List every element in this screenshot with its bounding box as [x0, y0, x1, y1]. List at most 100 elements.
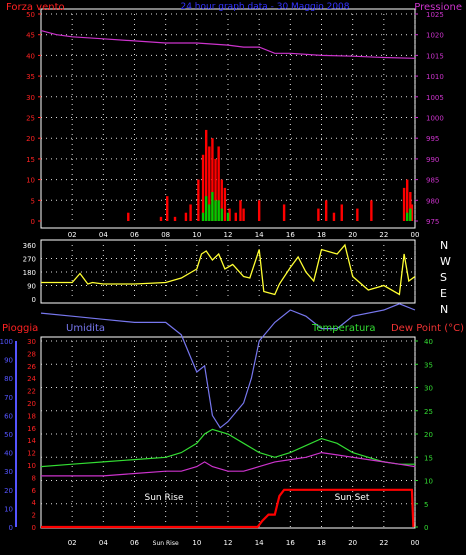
compass-e: E: [440, 287, 447, 300]
pressure-line: [40, 30, 416, 59]
x-tick-label-top: 18: [317, 231, 326, 239]
gust-bar: [409, 208, 412, 221]
x-tick-label-top: 16: [286, 231, 295, 239]
wind-tick-label: 5: [31, 197, 35, 205]
dewpoint-title: Dew Point (°C): [391, 323, 464, 334]
x-tick-label-top: 12: [224, 231, 233, 239]
x-tick-label-top: 22: [379, 231, 388, 239]
x-tick-label-top: 00: [411, 231, 420, 239]
direction-tick-label: 0: [32, 296, 36, 304]
rain-tick-label: 20: [4, 487, 13, 495]
gust-bar: [208, 204, 211, 221]
gust-bar: [204, 196, 208, 221]
temperature-tick-label: 35: [424, 361, 433, 369]
humidity-tick-label: 26: [27, 363, 36, 371]
rain-tick-label: 60: [4, 412, 13, 420]
pressure-tick-label: 1020: [426, 32, 444, 40]
x-tick-label-bottom: 06: [130, 539, 139, 547]
wind-tick-label: 25: [26, 115, 35, 123]
pressure-tick-label: 990: [426, 156, 439, 164]
wind-bar: [239, 200, 242, 221]
wind-tick-label: 40: [26, 52, 35, 60]
wind-bar: [201, 154, 205, 221]
x-tick-label-bottom: Sun Rise: [153, 540, 179, 547]
gust-bar: [226, 212, 230, 221]
x-tick-label-bottom: 00: [411, 539, 420, 547]
humidity-tick-label: 24: [27, 375, 36, 383]
wind-tick-label: 50: [26, 11, 35, 19]
x-tick-label-bottom: 16: [286, 539, 295, 547]
x-tick-label-bottom: 02: [68, 539, 77, 547]
wind-tick-label: 10: [26, 177, 35, 185]
pressure-tick-label: 1025: [426, 11, 444, 19]
x-tick-label-top: 20: [348, 231, 357, 239]
pressure-tick-label: 975: [426, 218, 439, 226]
pressure-tick-label: 1000: [426, 115, 444, 123]
humidity-tick-label: 22: [27, 388, 36, 396]
humidity-tick-label: 12: [27, 450, 36, 458]
x-tick-label-top: 08: [161, 231, 170, 239]
temperature-tick-label: 10: [424, 478, 433, 486]
wind-bar: [356, 208, 359, 221]
x-tick-label-top: 10: [192, 231, 201, 239]
wind-bar: [211, 138, 214, 221]
temperature-tick-label: 5: [424, 501, 428, 509]
rain-axis-title: Pioggia: [2, 323, 38, 334]
temperature-tick-label: 15: [424, 454, 433, 462]
pressure-tick-label: 985: [426, 177, 439, 185]
wind-axis-title: Forza vento: [6, 2, 65, 13]
humidity-tick-label: 4: [32, 499, 37, 507]
humidity-tick-label: 28: [27, 350, 36, 358]
rain-tick-label: 90: [4, 357, 13, 365]
wind-tick-label: 20: [26, 135, 35, 143]
humidity-tick-label: 8: [32, 474, 36, 482]
temperature-title: Temperatura: [311, 323, 376, 334]
wind-bar: [402, 187, 406, 221]
rain-line: [41, 488, 415, 529]
gust-bar: [406, 212, 409, 221]
sunset-label: Sun Set: [335, 493, 370, 503]
x-tick-label-bottom: 20: [348, 539, 357, 547]
wind-bar: [324, 200, 328, 221]
temperature-line: [40, 428, 415, 468]
temperature-tick-label: 30: [424, 385, 433, 393]
gust-bar: [211, 192, 214, 221]
pressure-tick-label: 980: [426, 197, 439, 205]
x-tick-label-bottom: 18: [317, 539, 326, 547]
humidity-line: [40, 303, 416, 429]
wind-bar: [228, 208, 231, 221]
compass-n-bottom: N: [440, 303, 448, 316]
gust-bar: [201, 212, 205, 221]
direction-tick-label: 180: [23, 269, 36, 277]
x-tick-label-top: 14: [255, 231, 264, 239]
rain-tick-label: 40: [4, 450, 13, 458]
humidity-axis-title: Umidita: [66, 323, 105, 334]
humidity-tick-label: 20: [27, 400, 36, 408]
chart-title: 24 hour graph data - 30 Maggio 2008: [180, 2, 349, 12]
wind-bar: [127, 212, 130, 221]
temperature-tick-label: 20: [424, 431, 433, 439]
x-tick-label-top: 02: [68, 231, 77, 239]
humidity-tick-label: 2: [32, 512, 36, 520]
pressure-tick-label: 1015: [426, 52, 444, 60]
direction-tick-label: 360: [23, 242, 36, 250]
wind-bar: [340, 204, 343, 221]
direction-line: [41, 243, 416, 296]
x-tick-label-bottom: 22: [379, 539, 388, 547]
wind-bar: [214, 158, 217, 221]
temperature-tick-label: 0: [424, 524, 428, 532]
gust-bar: [217, 200, 220, 221]
wind-tick-label: 45: [26, 32, 35, 40]
dewpoint-line: [41, 451, 416, 477]
wind-tick-label: 15: [26, 156, 35, 164]
wind-bar: [223, 187, 227, 221]
wind-tick-label: 0: [31, 218, 35, 226]
x-tick-label-bottom: 12: [224, 539, 233, 547]
temperature-tick-label: 40: [424, 338, 433, 346]
wind-bar: [406, 179, 409, 221]
pressure-axis-title: Pressione: [414, 2, 462, 13]
temperature-tick-label: 25: [424, 408, 433, 416]
pressure-tick-label: 1005: [426, 94, 444, 102]
wind-bar: [234, 212, 237, 221]
